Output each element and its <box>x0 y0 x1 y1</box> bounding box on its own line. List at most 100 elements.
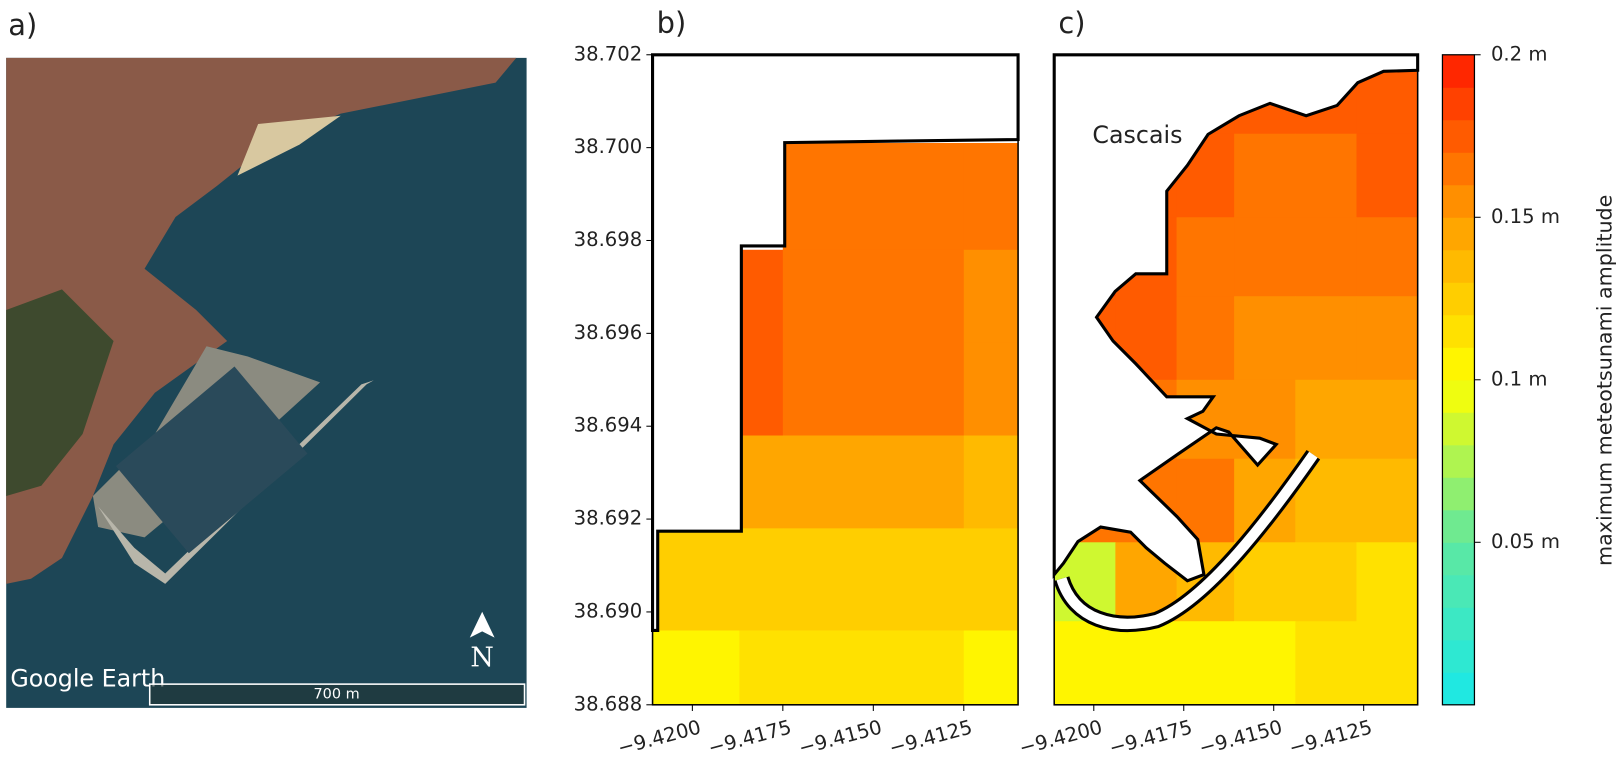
x-tick-label: −9.4175 <box>706 715 794 759</box>
cell <box>782 528 874 632</box>
colorbar-band <box>1442 477 1475 511</box>
colorbar-band <box>1442 249 1475 283</box>
colorbar-tick-label: 0.05 m <box>1491 530 1560 553</box>
colorbar-band <box>1442 509 1475 543</box>
cell <box>1234 133 1296 218</box>
cell <box>873 142 965 251</box>
cell <box>739 249 784 344</box>
cell <box>739 630 784 706</box>
cell <box>1295 296 1357 381</box>
cell <box>873 435 965 529</box>
y-tick-label: 38.694 <box>574 414 643 437</box>
cell <box>1356 621 1419 706</box>
cell <box>1234 621 1296 706</box>
cell <box>782 142 874 251</box>
colorbar-band <box>1442 152 1475 186</box>
plot-frame <box>651 53 1019 706</box>
satellite-image <box>6 57 527 708</box>
cell <box>652 528 740 632</box>
scale-bar <box>148 683 526 706</box>
colorbar-band <box>1442 639 1475 673</box>
colorbar-band <box>1442 672 1475 706</box>
cell <box>1115 621 1178 706</box>
x-tick-label: −9.4175 <box>1107 715 1195 759</box>
y-tick-label: 38.692 <box>574 507 643 530</box>
cell <box>1295 542 1357 622</box>
cell <box>782 630 874 706</box>
colorbar-band <box>1442 444 1475 478</box>
annotation: Cascais <box>1092 121 1182 149</box>
cell <box>739 342 784 437</box>
colorbar-band <box>1442 347 1475 381</box>
colorbar-band <box>1442 412 1475 446</box>
x-tick-label: −9.4150 <box>1197 715 1285 759</box>
cell <box>1295 621 1357 706</box>
colorbar-band <box>1442 87 1475 121</box>
north-arrow <box>469 611 495 638</box>
land <box>1052 53 1420 583</box>
cell <box>1234 217 1296 297</box>
cell <box>1356 217 1419 297</box>
panel-label: a) <box>8 8 37 42</box>
y-tick-label: 38.702 <box>574 42 643 65</box>
panel-label: b) <box>657 6 687 40</box>
colorbar-band <box>1442 574 1475 608</box>
cell <box>1054 621 1116 706</box>
cell <box>1356 296 1419 381</box>
colorbar-label: maximum meteotsunami amplitude <box>1593 195 1617 566</box>
breakwater <box>1056 451 1318 629</box>
colorbar-band <box>1442 379 1475 413</box>
x-tick-label: −9.4125 <box>887 715 975 759</box>
cell <box>782 249 874 344</box>
colorbar-band <box>1442 314 1475 348</box>
cell <box>963 142 1019 251</box>
cell <box>1176 296 1235 381</box>
colorbar-band <box>1442 119 1475 153</box>
cell <box>739 528 784 632</box>
cell <box>1295 379 1357 460</box>
cell <box>873 630 965 706</box>
cell <box>1234 296 1296 381</box>
y-tick-label: 38.696 <box>574 321 643 344</box>
colorbar-tick-label: 0.15 m <box>1491 205 1560 228</box>
y-tick-label: 38.688 <box>574 692 643 715</box>
x-tick-label: −9.4150 <box>796 715 884 759</box>
cell <box>1176 621 1235 706</box>
image-source: Google Earth <box>10 664 165 692</box>
x-tick-label: −9.4200 <box>615 715 703 759</box>
colorbar-tick-label: 0.1 m <box>1491 367 1548 390</box>
cell <box>1295 133 1357 218</box>
cell <box>963 342 1019 437</box>
plot-frame <box>1053 53 1419 706</box>
cell <box>1356 379 1419 460</box>
cell <box>963 528 1019 632</box>
cell <box>782 435 874 529</box>
cell <box>782 342 874 437</box>
cell <box>873 249 965 344</box>
cell <box>1356 458 1419 543</box>
colorbar-band <box>1442 217 1475 251</box>
cell <box>963 630 1019 706</box>
colorbar-band <box>1442 542 1475 576</box>
cell <box>1356 542 1419 622</box>
cell <box>739 435 784 529</box>
colorbar-tick-label: 0.2 m <box>1491 42 1548 65</box>
y-tick-label: 38.690 <box>574 599 643 622</box>
y-tick-label: 38.700 <box>574 135 643 158</box>
scale-bar-label: 700 m <box>313 686 359 702</box>
cell <box>652 630 740 706</box>
north-label: N <box>470 642 493 673</box>
x-tick-label: −9.4125 <box>1287 715 1375 759</box>
cell <box>1356 133 1419 218</box>
colorbar-band <box>1442 184 1475 218</box>
panel-label: c) <box>1058 6 1085 40</box>
cell <box>1176 217 1235 297</box>
x-tick-label: −9.4200 <box>1017 715 1105 759</box>
cell <box>1295 217 1357 297</box>
cell <box>873 528 965 632</box>
cell <box>963 249 1019 344</box>
field <box>652 142 1019 706</box>
colorbar-band <box>1442 607 1475 641</box>
cell <box>873 342 965 437</box>
